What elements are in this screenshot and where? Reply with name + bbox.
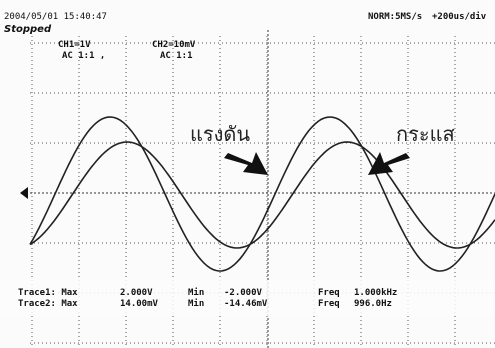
timestamp: 2004/05/01 15:40:47 — [4, 12, 107, 22]
measure-panel — [0, 280, 495, 316]
ch1-scale: CH1=1V — [58, 40, 91, 50]
trace2-wave — [30, 142, 495, 248]
min-label: Min — [188, 299, 204, 309]
ch2-scale: CH2=10mV — [152, 40, 195, 50]
ch2-coupling: AC 1:1 — [160, 51, 193, 61]
freq-label: Freq — [318, 299, 340, 309]
ch1-coupling: AC 1:1 , — [62, 51, 105, 61]
max-value: 14.00mV — [120, 299, 158, 309]
min-value: -2.000V — [224, 288, 262, 298]
freq-label: Freq — [318, 288, 340, 298]
arrow — [224, 152, 268, 175]
voltage-label: แรงดัน — [190, 118, 250, 150]
freq-value: 996.0Hz — [354, 299, 392, 309]
current-label: กระแส — [396, 118, 455, 150]
sampling: NORM:5MS/s — [368, 12, 422, 22]
trace-label: Trace2: Max — [18, 299, 78, 309]
scope-screen: 2004/05/01 15:40:47 Stopped NORM:5MS/s +… — [0, 0, 495, 348]
timebase: +200us/div — [432, 12, 486, 22]
min-value: -14.46mV — [224, 299, 267, 309]
arrow — [368, 152, 410, 175]
trace-label: Trace1: Max — [18, 288, 78, 298]
min-label: Min — [188, 288, 204, 298]
status: Stopped — [4, 24, 51, 35]
max-value: 2.000V — [120, 288, 153, 298]
ground-marker — [20, 187, 28, 199]
freq-value: 1.000kHz — [354, 288, 397, 298]
